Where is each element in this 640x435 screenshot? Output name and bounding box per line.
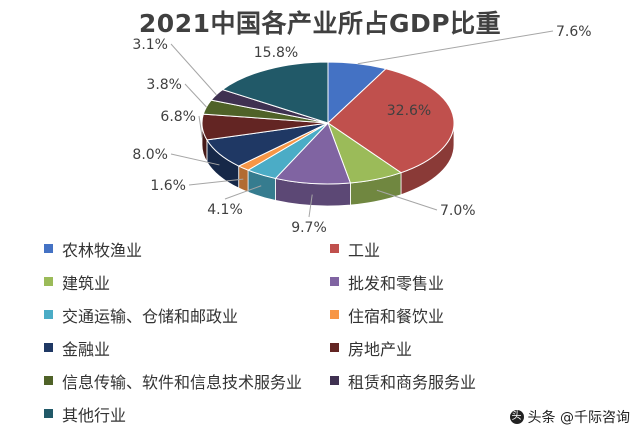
legend-label: 建筑业 <box>62 273 111 293</box>
leader-line-7 <box>198 115 203 139</box>
slice-label-2: 7.0% <box>440 203 476 219</box>
leader-line-3 <box>308 194 313 218</box>
legend-item-0: 农林牧渔业 <box>44 232 330 265</box>
pie-slice-10 <box>221 61 329 124</box>
legend-item-8: 信息传输、软件和信息技术服务业 <box>44 364 330 397</box>
leader-line-9 <box>170 43 217 96</box>
legend-swatch <box>44 310 53 319</box>
leader-line-8 <box>184 83 207 108</box>
legend-item-9: 租赁和商务服务业 <box>330 364 604 397</box>
pie-slice-1 <box>327 68 455 174</box>
slice-label-5: 1.6% <box>150 178 186 194</box>
legend-item-10: 其他行业 <box>44 397 330 430</box>
slice-label-7: 6.8% <box>160 109 196 125</box>
legend-swatch <box>330 376 339 385</box>
legend-item-5: 住宿和餐饮业 <box>330 298 604 331</box>
legend-swatch <box>44 343 53 352</box>
legend-swatch <box>330 244 339 253</box>
slice-label-9: 3.1% <box>132 37 168 53</box>
leader-line-2 <box>376 189 438 211</box>
slice-label-1: 32.6% <box>387 103 431 119</box>
legend-swatch <box>44 244 53 253</box>
slice-label-8: 3.8% <box>146 77 182 93</box>
legend-item-4: 交通运输、仓储和邮政业 <box>44 298 330 331</box>
watermark-text: 头条 @千际咨询 <box>527 410 630 426</box>
legend-item-6: 金融业 <box>44 331 330 364</box>
slice-label-4: 4.1% <box>207 202 243 218</box>
leader-line-0 <box>357 30 554 65</box>
legend-label: 金融业 <box>62 339 111 359</box>
legend-label: 批发和零售业 <box>348 273 445 293</box>
pie-slice-3 <box>274 122 352 185</box>
legend-label: 其他行业 <box>62 405 127 425</box>
legend-label: 住宿和餐饮业 <box>348 306 445 326</box>
legend-item-3: 批发和零售业 <box>330 265 604 298</box>
toutiao-icon: 头 <box>509 410 524 424</box>
legend-item-1: 工业 <box>330 232 604 265</box>
watermark: 头 头条 @千际咨询 <box>509 407 630 427</box>
legend-label: 信息传输、软件和信息技术服务业 <box>62 372 303 392</box>
legend-label: 交通运输、仓储和邮政业 <box>62 306 239 326</box>
slice-label-10: 15.8% <box>254 45 298 61</box>
legend-swatch <box>44 277 53 286</box>
leader-line-6 <box>170 153 220 166</box>
legend-swatch <box>44 409 53 418</box>
slice-label-0: 7.6% <box>556 24 592 40</box>
legend-label: 工业 <box>348 240 381 260</box>
legend-label: 租赁和商务服务业 <box>348 372 477 392</box>
leader-line-4 <box>224 185 262 200</box>
slice-label-6: 8.0% <box>132 147 168 163</box>
legend-label: 农林牧渔业 <box>62 240 143 260</box>
legend-item-7: 房地产业 <box>330 331 604 364</box>
legend-swatch <box>330 310 339 319</box>
legend-label: 房地产业 <box>348 339 413 359</box>
chart-title: 2021中国各产业所占GDP比重 <box>138 9 502 38</box>
legend: 农林牧渔业 工业建筑业 批发和零售业交通运输、仓储和邮政业 住宿和餐饮业金融业 房地产业… <box>44 232 604 430</box>
slice-label-3: 9.7% <box>291 220 327 236</box>
legend-item-2: 建筑业 <box>44 265 330 298</box>
legend-swatch <box>330 277 339 286</box>
legend-swatch <box>44 376 53 385</box>
leader-line-5 <box>188 178 244 186</box>
legend-swatch <box>330 343 339 352</box>
